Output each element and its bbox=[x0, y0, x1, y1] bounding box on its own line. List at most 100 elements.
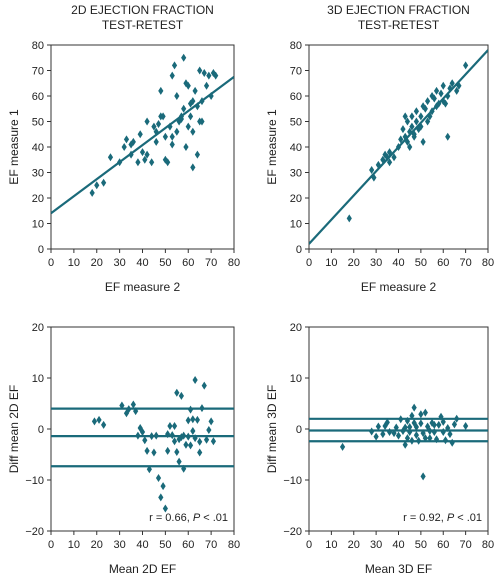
x-tick-label: 30 bbox=[370, 539, 382, 551]
data-point bbox=[423, 409, 428, 417]
data-point bbox=[179, 392, 184, 400]
data-point bbox=[188, 441, 193, 449]
data-point bbox=[197, 448, 202, 456]
data-point bbox=[135, 158, 140, 166]
chart-panel-4: 0 10 20 30 40 50 60 70 80−20−1001020Mean 3D EFDi… bbox=[265, 322, 494, 576]
x-tick-label: 50 bbox=[415, 257, 427, 269]
x-tick-label: 60 bbox=[437, 539, 449, 551]
x-tick-label: 60 bbox=[182, 539, 194, 551]
x-tick-label: 30 bbox=[114, 257, 126, 269]
x-tick-label: 0 bbox=[306, 539, 312, 551]
data-point bbox=[204, 82, 209, 90]
x-axis-label: EF measure 2 bbox=[105, 280, 181, 294]
x-tick-label: 10 bbox=[68, 539, 80, 551]
x-tick-label: 0 bbox=[306, 257, 312, 269]
x-tick-label: 20 bbox=[91, 257, 103, 269]
data-point bbox=[347, 214, 352, 222]
data-point bbox=[211, 437, 216, 445]
y-tick-label: 50 bbox=[32, 117, 44, 129]
data-point bbox=[172, 61, 177, 69]
data-point bbox=[188, 112, 193, 120]
data-point bbox=[181, 105, 186, 113]
stat-annotation-threshold: < .01 bbox=[200, 512, 228, 524]
x-tick-label: 20 bbox=[91, 539, 103, 551]
y-tick-label: −20 bbox=[25, 526, 44, 538]
data-point bbox=[149, 158, 154, 166]
data-point bbox=[463, 61, 468, 69]
data-point bbox=[90, 189, 95, 197]
data-point bbox=[183, 441, 188, 449]
chart-title-line-1: 2D EJECTION FRACTION bbox=[71, 3, 214, 17]
x-tick-label: 20 bbox=[348, 257, 360, 269]
data-point bbox=[438, 89, 443, 97]
data-point bbox=[418, 419, 423, 427]
data-point bbox=[163, 133, 168, 141]
data-point bbox=[156, 474, 161, 482]
x-tick-label: 80 bbox=[228, 539, 240, 551]
data-point bbox=[463, 422, 468, 430]
data-point bbox=[135, 432, 140, 440]
data-point bbox=[190, 163, 195, 171]
x-tick-label: 10 bbox=[68, 257, 80, 269]
data-point bbox=[94, 181, 99, 189]
data-point bbox=[165, 447, 170, 455]
data-point bbox=[206, 426, 211, 434]
x-tick-label: 30 bbox=[114, 539, 126, 551]
data-point bbox=[432, 428, 437, 436]
y-tick-label: 70 bbox=[290, 66, 302, 78]
data-point bbox=[186, 433, 191, 441]
data-point bbox=[190, 415, 195, 423]
y-tick-label: 10 bbox=[290, 373, 302, 385]
data-point bbox=[158, 87, 163, 95]
data-point bbox=[174, 389, 179, 397]
stat-annotation-threshold: < .01 bbox=[454, 512, 482, 524]
data-point bbox=[101, 179, 106, 187]
data-point bbox=[443, 436, 448, 444]
data-point bbox=[172, 437, 177, 445]
data-point bbox=[174, 128, 179, 136]
x-tick-label: 10 bbox=[325, 539, 337, 551]
data-point bbox=[400, 125, 405, 133]
chart-panel-1: 2D EJECTION FRACTIONTEST-RETEST0 10 20 30 40… bbox=[7, 3, 240, 294]
data-point bbox=[206, 72, 211, 80]
data-point bbox=[96, 416, 101, 424]
data-point bbox=[412, 404, 417, 412]
y-tick-label: 60 bbox=[32, 91, 44, 103]
data-point bbox=[186, 123, 191, 131]
data-point bbox=[387, 428, 392, 436]
y-axis-label: Diff mean 2D EF bbox=[7, 385, 21, 473]
x-tick-label: 0 bbox=[48, 257, 54, 269]
x-tick-label: 40 bbox=[392, 539, 404, 551]
data-point bbox=[441, 428, 446, 436]
data-point bbox=[122, 143, 127, 151]
data-point bbox=[140, 148, 145, 156]
data-point bbox=[144, 447, 149, 455]
x-tick-label: 50 bbox=[159, 257, 171, 269]
chart-panel-3: 0 10 20 30 40 50 60 70 80−20−1001020Mean 2D EFDi… bbox=[7, 322, 240, 576]
data-point bbox=[177, 458, 182, 466]
data-point bbox=[158, 493, 163, 501]
data-point bbox=[376, 422, 381, 430]
regression-line bbox=[51, 77, 234, 213]
data-point bbox=[151, 448, 156, 456]
x-tick-label: 60 bbox=[182, 257, 194, 269]
y-tick-label: −10 bbox=[283, 475, 302, 487]
data-point bbox=[434, 87, 439, 95]
data-point bbox=[369, 428, 374, 436]
stat-annotation-r: r = 0.92, bbox=[403, 512, 447, 524]
data-point bbox=[170, 140, 175, 148]
x-tick-label: 70 bbox=[205, 257, 217, 269]
data-point bbox=[195, 151, 200, 159]
data-point bbox=[92, 417, 97, 425]
data-point bbox=[154, 138, 159, 146]
x-tick-label: 50 bbox=[415, 539, 427, 551]
data-point bbox=[149, 432, 154, 440]
data-point bbox=[170, 133, 175, 141]
x-tick-label: 80 bbox=[482, 539, 494, 551]
chart-title-line-2: TEST-RETEST bbox=[358, 18, 440, 32]
y-axis-label: Diff mean 3D EF bbox=[265, 385, 279, 473]
data-point bbox=[193, 87, 198, 95]
y-tick-label: 50 bbox=[290, 117, 302, 129]
data-point bbox=[160, 482, 165, 490]
data-point bbox=[124, 135, 129, 143]
